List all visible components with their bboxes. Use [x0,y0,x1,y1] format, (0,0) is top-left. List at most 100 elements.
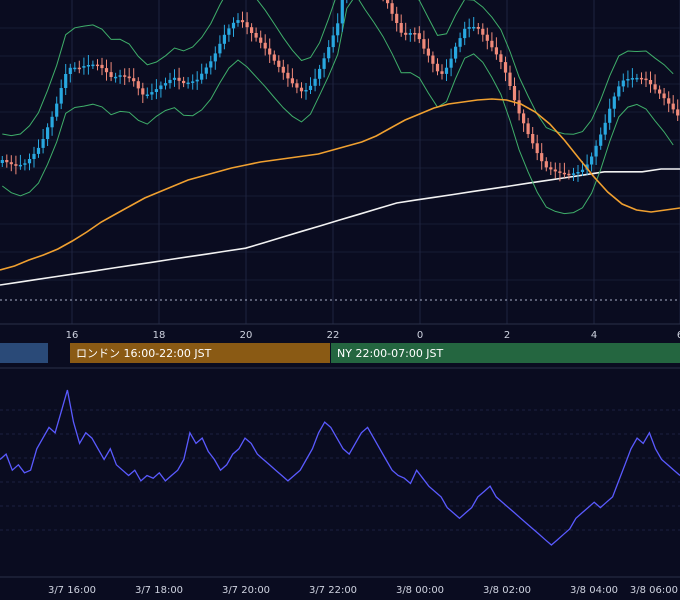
price-time-axis: 16 18 20 22 0 2 4 6 [66,330,680,341]
candle-body [331,35,335,48]
candle-body [100,64,104,69]
candle-body [580,169,585,172]
candle-body [499,54,503,62]
candle-body [399,23,403,33]
oscillator-line [0,389,680,546]
candle-body [576,172,580,174]
candle-body [426,48,430,56]
candle-body [621,80,625,87]
session-bar: ロンドン 16:00-22:00 JST NY 22:00-07:00 JST [0,343,680,363]
osc-tick-label: 3/8 02:00 [483,585,531,596]
price-tick-label: 18 [153,330,166,341]
candle-body [327,47,331,59]
bollinger-upper [2,0,674,137]
candle-body [648,80,653,85]
candle-body [245,22,249,28]
candle-body [0,160,4,163]
osc-tick-label: 3/7 22:00 [309,585,357,596]
price-tick-label: 6 [677,330,680,341]
candle-body [114,76,118,79]
candle-body [104,68,109,73]
candle-body [449,58,453,68]
candle-body [240,20,245,23]
session-newyork [331,343,680,363]
candle-body [145,94,149,96]
candle-body [435,63,440,72]
candle-body [195,79,199,82]
candle-body [150,92,154,95]
candle-body [109,72,113,77]
candle-body [608,108,612,123]
candle-body [585,164,589,170]
candle-body [485,34,489,41]
candle-body [263,42,267,49]
candle-body [132,78,136,82]
session-tokyo [0,343,48,363]
candle-body [91,64,95,67]
candle-body [531,134,535,144]
candle-body [562,172,566,175]
long-moving-average [0,168,680,286]
candle-body [14,164,18,166]
candle-body [127,76,131,79]
candle-body [254,33,258,38]
candle-body [236,20,240,23]
candle-body [413,33,417,35]
candle-body [599,134,603,146]
candle-body [662,93,666,99]
candle-body [191,81,195,83]
candle-body [408,33,412,35]
candle-body [490,40,494,48]
candle-body [222,34,226,44]
candle-body [41,139,45,148]
candle-body [390,3,394,14]
candle-body [277,60,281,67]
long-ma-line [0,168,680,286]
candle-body [209,61,213,68]
candle-body [336,23,340,36]
candle-body [667,98,671,104]
candle-body [59,88,63,104]
candlesticks [0,0,680,182]
price-tick-label: 22 [327,330,340,341]
candle-body [227,28,231,35]
oscillator-time-axis: 3/7 16:00 3/7 18:00 3/7 20:00 3/7 22:00 3/8 … [48,585,678,596]
candle-body [82,66,86,68]
price-tick-label: 0 [417,330,423,341]
candle-body [259,37,263,43]
candle-body [23,163,27,165]
candle-body [458,38,462,47]
price-tick-label: 2 [504,330,510,341]
candle-body [431,55,435,64]
candle-body [308,85,313,90]
candle-body [472,27,476,29]
candle-body [395,13,399,23]
candle-body [18,164,22,167]
candle-body [172,77,177,80]
candle-body [77,67,81,70]
osc-tick-label: 3/7 18:00 [135,585,183,596]
candle-body [200,73,204,80]
candle-body [671,103,675,110]
candle-body [182,80,186,84]
candle-body [177,77,181,81]
candle-body [340,0,344,24]
price-tick-label: 4 [591,330,597,341]
candle-body [141,88,145,95]
price-panel-grid [0,0,680,324]
candle-body [136,81,140,89]
candle-body [46,127,50,139]
candle-body [422,39,426,49]
candle-body [535,143,539,154]
osc-tick-label: 3/8 04:00 [570,585,618,596]
candle-body [386,0,390,4]
candle-body [494,47,498,55]
candle-body [295,83,299,88]
candle-body [9,162,13,165]
candle-body [558,171,562,173]
candle-body [540,153,544,162]
candle-body [272,54,276,61]
candle-body [417,33,421,40]
candle-body [322,58,326,69]
